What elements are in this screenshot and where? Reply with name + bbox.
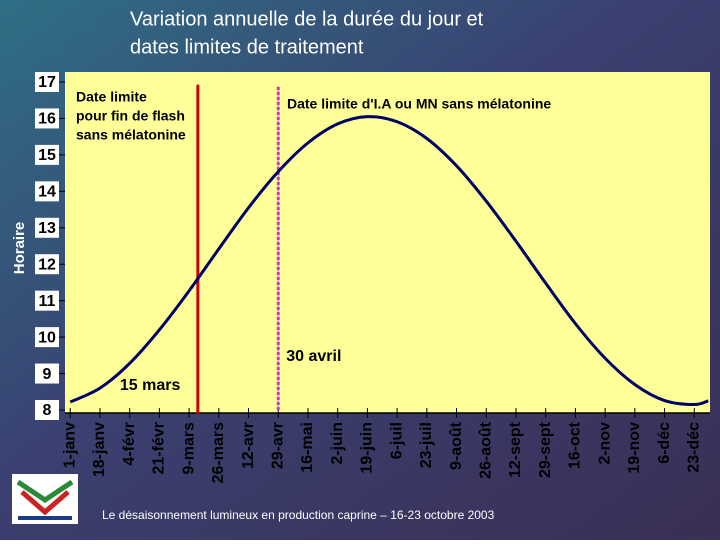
- y-tick-box: [35, 400, 59, 420]
- x-tick-label: 19-juin: [359, 422, 376, 474]
- date-line-label: 15 mars: [120, 377, 181, 394]
- x-tick-label: 9-mars: [180, 422, 197, 475]
- x-tick-label: 6-déc: [656, 422, 673, 464]
- x-tick-label: 26-mars: [210, 422, 227, 483]
- y-tick-box: [35, 217, 59, 238]
- annotation: Date limite d'I.A ou MN sans mélatonine: [287, 96, 551, 112]
- logo: [12, 474, 78, 524]
- chart-title: Variation annuelle de la durée du jour e…: [130, 8, 484, 30]
- y-tick-label: 12: [38, 256, 56, 273]
- annotation: Date limite: [76, 89, 147, 105]
- y-tick-box: [35, 181, 59, 202]
- x-tick-label: 1-janv: [61, 422, 78, 468]
- annotation: pour fin de flash: [76, 108, 185, 124]
- chart-title: dates limites de traitement: [130, 36, 364, 58]
- x-tick-label: 12-sept: [507, 421, 524, 478]
- y-tick-label: 16: [38, 111, 56, 128]
- y-tick-box: [35, 108, 59, 129]
- y-tick-box: [35, 254, 59, 275]
- y-tick-label: 11: [39, 293, 56, 310]
- y-tick-box: [35, 327, 59, 348]
- x-tick-label: 6-juil: [388, 422, 405, 459]
- y-tick-box: [35, 363, 59, 384]
- y-tick-label: 13: [38, 220, 56, 237]
- series-line: [69, 115, 709, 407]
- y-tick-label: 8: [43, 402, 52, 419]
- y-tick-label: 17: [38, 74, 56, 91]
- x-tick-label: 29-sept: [537, 421, 554, 478]
- x-tick-label: 16-oct: [567, 421, 584, 469]
- y-tick-box: [35, 144, 59, 165]
- y-axis-label: Horaire: [11, 222, 28, 275]
- x-tick-label: 2-juin: [329, 422, 346, 465]
- x-tick-label: 19-nov: [626, 422, 643, 474]
- x-tick-label: 9-août: [448, 421, 465, 470]
- annotation: sans mélatonine: [76, 127, 186, 143]
- x-tick-label: 23-juil: [418, 422, 435, 468]
- y-tick-label: 10: [38, 329, 56, 346]
- y-tick-label: 14: [38, 184, 56, 201]
- x-tick-label: 2-nov: [596, 422, 613, 465]
- x-tick-label: 12-avr: [240, 422, 257, 469]
- x-tick-label: 26-août: [477, 421, 494, 479]
- footer: Le désaisonnement lumineux en production…: [102, 508, 495, 522]
- date-line-label: 30 avril: [286, 348, 341, 365]
- y-tick-box: [35, 72, 59, 92]
- y-tick-label: 9: [43, 366, 52, 383]
- x-tick-label: 21-févr: [151, 422, 168, 474]
- y-tick-box: [35, 290, 59, 311]
- y-tick-label: 15: [38, 147, 56, 164]
- x-tick-label: 4-févr: [121, 422, 138, 466]
- x-tick-label: 29-avr: [269, 422, 286, 469]
- x-tick-label: 16-mai: [299, 422, 316, 473]
- x-tick-label: 23-déc: [685, 422, 702, 473]
- x-tick-label: 18-janv: [91, 422, 108, 477]
